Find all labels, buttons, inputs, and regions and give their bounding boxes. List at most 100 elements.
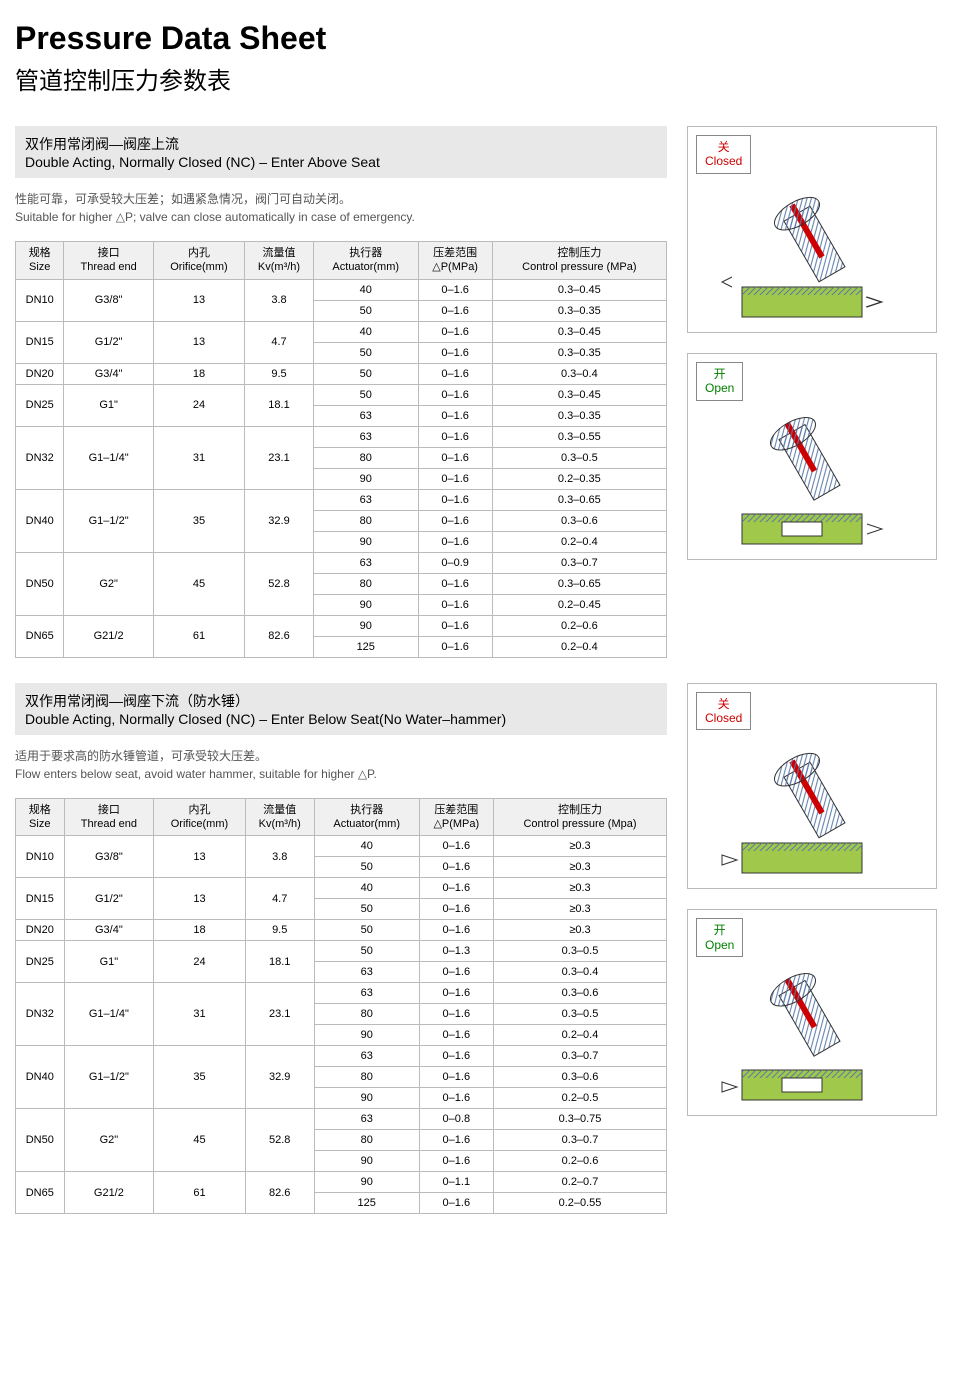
cell-cp: ≥0.3 — [493, 899, 666, 920]
table-row: DN25G1"2418.1500–1.30.3–0.5 — [16, 941, 667, 962]
cell-act: 80 — [313, 447, 418, 468]
table-row: DN40G1–1/2"3532.9630–1.60.3–0.65 — [16, 489, 667, 510]
cell-size: DN65 — [16, 1172, 65, 1214]
cell-cp: 0.3–0.4 — [493, 962, 666, 983]
cell-thread: G3/8" — [64, 279, 153, 321]
table-header: 流量值Kv(m³/h) — [245, 798, 314, 836]
section2-heading: 双作用常闭阀—阀座下流（防水锤） Double Acting, Normally… — [15, 683, 667, 735]
table-header: 控制压力Control pressure (Mpa) — [493, 798, 666, 836]
valve-diagram-open-icon — [688, 965, 936, 1115]
cell-act: 50 — [314, 899, 419, 920]
open-label-cn: 开 — [705, 367, 734, 381]
cell-cp: 0.2–0.4 — [492, 636, 666, 657]
cell-dp: 0–1.6 — [419, 899, 493, 920]
cell-kv: 52.8 — [245, 552, 314, 615]
cell-cp: 0.2–0.4 — [492, 531, 666, 552]
cell-cp: 0.3–0.45 — [492, 321, 666, 342]
cell-kv: 3.8 — [245, 279, 314, 321]
table-row: DN32G1–1/4"3123.1630–1.60.3–0.55 — [16, 426, 667, 447]
table-row: DN20G3/4"189.5500–1.60.3–0.4 — [16, 363, 667, 384]
cell-cp: ≥0.3 — [493, 878, 666, 899]
cell-size: DN65 — [16, 615, 64, 657]
page-title-en: Pressure Data Sheet — [15, 20, 957, 57]
cell-cp: 0.3–0.35 — [492, 300, 666, 321]
table1: 规格Size接口Thread end内孔Orifice(mm)流量值Kv(m³/… — [15, 241, 667, 658]
section1-heading-cn: 双作用常闭阀—阀座上流 — [25, 134, 657, 154]
cell-kv: 32.9 — [245, 489, 314, 552]
section2-desc-cn: 适用于要求高的防水锤管道，可承受较大压差。 — [15, 749, 267, 763]
cell-cp: 0.3–0.35 — [492, 342, 666, 363]
page-title-cn: 管道控制压力参数表 — [15, 61, 957, 96]
open-label-en-2: Open — [705, 938, 734, 952]
cell-act: 63 — [314, 1046, 419, 1067]
cell-kv: 9.5 — [245, 920, 314, 941]
cell-cp: 0.3–0.7 — [493, 1046, 666, 1067]
cell-cp: 0.3–0.65 — [492, 489, 666, 510]
cell-cp: 0.2–0.35 — [492, 468, 666, 489]
cell-dp: 0–1.6 — [418, 615, 492, 636]
cell-act: 90 — [314, 1088, 419, 1109]
cell-size: DN25 — [16, 941, 65, 983]
closed-label-cn: 关 — [705, 140, 742, 154]
cell-cp: 0.3–0.7 — [493, 1130, 666, 1151]
cell-orifice: 24 — [153, 384, 244, 426]
cell-dp: 0–1.6 — [418, 405, 492, 426]
cell-act: 90 — [313, 594, 418, 615]
table-header: 控制压力Control pressure (MPa) — [492, 242, 666, 280]
cell-thread: G1–1/4" — [64, 426, 153, 489]
cell-act: 80 — [314, 1004, 419, 1025]
cell-dp: 0–1.6 — [419, 962, 493, 983]
cell-cp: 0.3–0.55 — [492, 426, 666, 447]
cell-dp: 0–1.6 — [418, 447, 492, 468]
cell-act: 80 — [314, 1130, 419, 1151]
cell-cp: 0.3–0.65 — [492, 573, 666, 594]
cell-thread: G2" — [64, 1109, 154, 1172]
cell-cp: 0.3–0.7 — [492, 552, 666, 573]
cell-orifice: 31 — [153, 426, 244, 489]
table-header: 流量值Kv(m³/h) — [245, 242, 314, 280]
table-row: DN65G21/26182.6900–1.60.2–0.6 — [16, 615, 667, 636]
cell-act: 63 — [313, 489, 418, 510]
cell-act: 80 — [313, 510, 418, 531]
cell-size: DN50 — [16, 552, 64, 615]
cell-dp: 0–1.6 — [419, 1130, 493, 1151]
cell-cp: 0.3–0.5 — [493, 1004, 666, 1025]
section2-heading-en: Double Acting, Normally Closed (NC) – En… — [25, 711, 657, 727]
cell-dp: 0–1.6 — [418, 489, 492, 510]
table-row: DN40G1–1/2"3532.9630–1.60.3–0.7 — [16, 1046, 667, 1067]
open-label-en: Open — [705, 381, 734, 395]
table-header: 内孔Orifice(mm) — [154, 798, 245, 836]
section1-heading-en: Double Acting, Normally Closed (NC) – En… — [25, 154, 657, 170]
valve-diagram-closed-icon — [688, 182, 936, 332]
cell-act: 40 — [314, 836, 419, 857]
cell-kv: 4.7 — [245, 878, 314, 920]
cell-dp: 0–1.1 — [419, 1172, 493, 1193]
cell-act: 50 — [314, 857, 419, 878]
cell-orifice: 61 — [153, 615, 244, 657]
section2-heading-cn: 双作用常闭阀—阀座下流（防水锤） — [25, 691, 657, 711]
cell-thread: G1" — [64, 941, 154, 983]
cell-orifice: 13 — [153, 321, 244, 363]
table-row: DN20G3/4"189.5500–1.6≥0.3 — [16, 920, 667, 941]
cell-kv: 18.1 — [245, 384, 314, 426]
cell-cp: 0.3–0.5 — [492, 447, 666, 468]
cell-dp: 0–1.6 — [419, 836, 493, 857]
cell-cp: ≥0.3 — [493, 857, 666, 878]
cell-act: 90 — [313, 468, 418, 489]
cell-orifice: 18 — [154, 920, 245, 941]
table-header: 规格Size — [16, 798, 65, 836]
valve-diagram-closed-icon — [688, 738, 936, 888]
cell-size: DN15 — [16, 321, 64, 363]
diagram1-closed: 关 Closed — [687, 126, 937, 333]
cell-dp: 0–1.6 — [418, 300, 492, 321]
table-header: 压差范围△P(MPa) — [418, 242, 492, 280]
table-header: 压差范围△P(MPa) — [419, 798, 493, 836]
cell-dp: 0–1.6 — [419, 1046, 493, 1067]
cell-thread: G3/8" — [64, 836, 154, 878]
section1-heading: 双作用常闭阀—阀座上流 Double Acting, Normally Clos… — [15, 126, 667, 178]
diagram2-closed: 关 Closed — [687, 683, 937, 890]
cell-kv: 32.9 — [245, 1046, 314, 1109]
cell-act: 63 — [314, 983, 419, 1004]
cell-act: 80 — [313, 573, 418, 594]
cell-cp: 0.2–0.7 — [493, 1172, 666, 1193]
